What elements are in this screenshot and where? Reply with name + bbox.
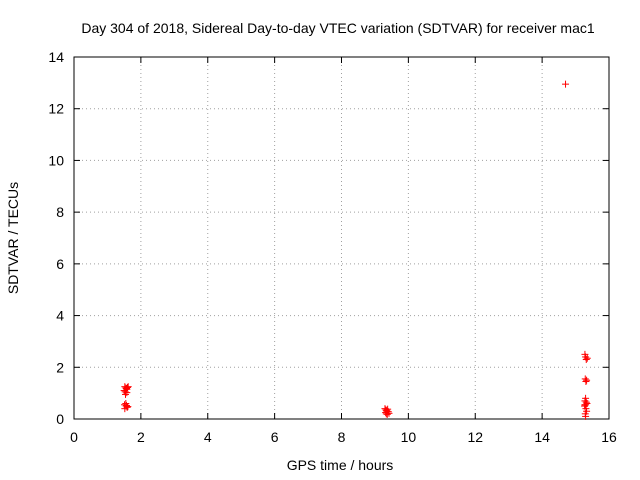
data-point <box>124 383 131 391</box>
x-tick-label: 2 <box>137 429 145 445</box>
grid-lines <box>74 57 609 419</box>
x-tick-label: 0 <box>70 429 78 445</box>
y-tick-label: 6 <box>56 256 64 272</box>
x-tick-label: 12 <box>467 429 483 445</box>
data-points <box>120 80 591 420</box>
data-point <box>581 401 589 409</box>
y-tick-label: 14 <box>48 49 64 65</box>
y-tick-label: 8 <box>56 204 64 220</box>
x-tick-label: 6 <box>271 429 279 445</box>
data-point <box>124 383 132 391</box>
y-tick-label: 4 <box>56 308 64 324</box>
x-tick-label: 14 <box>534 429 550 445</box>
x-tick-label: 8 <box>338 429 346 445</box>
y-tick-label: 12 <box>48 101 64 117</box>
data-point <box>582 378 590 386</box>
y-tick-labels: 0 2 4 6 8 10 12 14 <box>48 49 64 427</box>
data-point <box>124 403 132 411</box>
x-tick-label: 4 <box>204 429 212 445</box>
y-tick-label: 10 <box>48 152 64 168</box>
data-point <box>122 402 130 410</box>
x-tick-labels: 0 2 4 6 8 10 12 14 16 <box>70 429 617 445</box>
data-point <box>121 390 129 398</box>
y-tick-label: 2 <box>56 359 64 375</box>
data-point <box>582 356 590 364</box>
x-axis-label: GPS time / hours <box>287 457 394 473</box>
data-point <box>383 410 391 418</box>
data-point <box>123 389 131 397</box>
data-point <box>582 412 590 420</box>
y-tick-label: 0 <box>56 411 64 427</box>
data-point <box>562 80 570 88</box>
y-axis-label: SDTVAR / TECUs <box>5 182 21 294</box>
x-tick-label: 10 <box>401 429 417 445</box>
data-point <box>382 410 390 418</box>
axis-ticks <box>73 56 610 420</box>
chart-title: Day 304 of 2018, Sidereal Day-to-day VTE… <box>81 20 594 36</box>
data-point <box>583 376 591 384</box>
data-point <box>583 354 591 362</box>
x-tick-label: 16 <box>601 429 617 445</box>
